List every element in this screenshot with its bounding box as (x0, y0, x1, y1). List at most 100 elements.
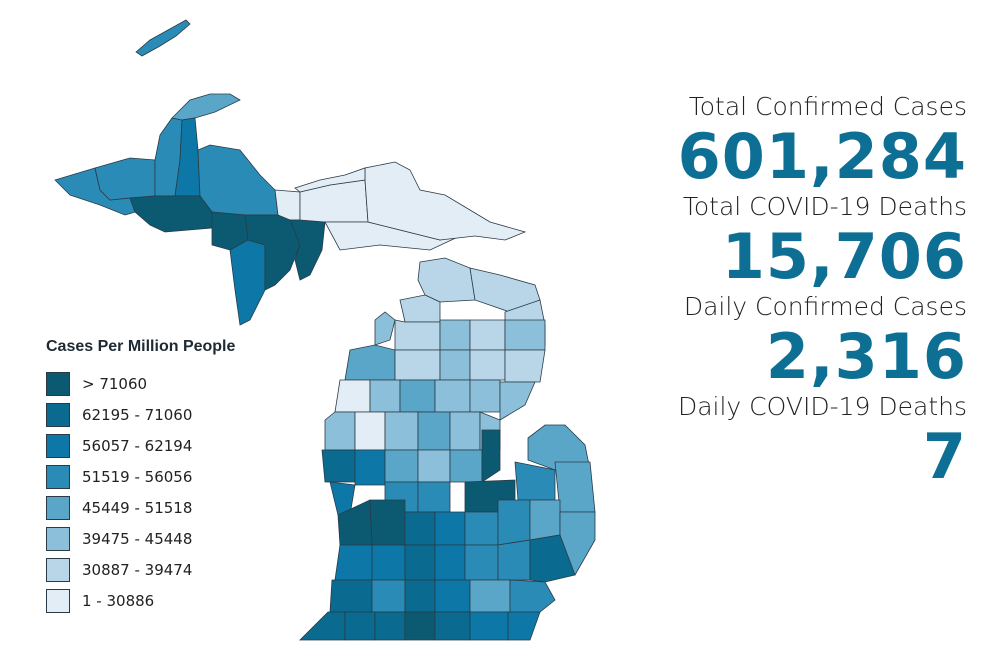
legend-item: > 71060 (46, 368, 235, 399)
county-montmorency (469, 319, 506, 351)
legend-label: 1 - 30886 (82, 591, 155, 610)
legend-label: 39475 - 45448 (82, 529, 193, 548)
legend-swatch (46, 495, 70, 520)
legend-label: > 71060 (82, 374, 148, 393)
county-leelanau (374, 311, 396, 346)
total-deaths-value: 15,706 (721, 220, 967, 293)
county-genesee (497, 499, 531, 546)
county-manistee (334, 379, 371, 413)
county-monroe (507, 611, 541, 641)
county-hillsdale (434, 611, 471, 641)
total-cases-value: 601,284 (677, 120, 967, 193)
county-crawford (439, 349, 471, 381)
county-kalamazoo (371, 579, 406, 613)
county-keweenaw (171, 93, 241, 121)
county-lake (354, 411, 386, 451)
legend-swatch (46, 588, 70, 613)
county-eaton (404, 544, 436, 581)
legend-item: 45449 - 51518 (46, 492, 235, 523)
legend-label: 30887 - 39474 (82, 560, 193, 579)
legend-item: 56057 - 62194 (46, 430, 235, 461)
legend-item: 1 - 30886 (46, 585, 235, 616)
county-jackson (434, 579, 471, 613)
county-sanilac (554, 461, 596, 513)
legend-swatch (46, 371, 70, 396)
county-oakland (497, 539, 531, 581)
legend-items: > 71060 62195 - 71060 56057 - 62194 51519 -… (46, 368, 235, 616)
county-bay (481, 429, 501, 483)
county-clinton (434, 511, 466, 546)
county-cass (344, 611, 376, 641)
county-delta (244, 214, 301, 291)
legend-item: 30887 - 39474 (46, 554, 235, 585)
county-allegan (334, 544, 373, 581)
county-mecosta (384, 449, 419, 483)
legend-item: 51519 - 56056 (46, 461, 235, 492)
county-alpena (504, 319, 546, 351)
legend-swatch (46, 433, 70, 458)
county-ogemaw (469, 379, 501, 413)
county-missaukee (399, 379, 436, 413)
county-gratiot (417, 481, 451, 513)
county-emmet (417, 257, 476, 303)
county-huron (527, 424, 591, 471)
daily-deaths-label: Daily COVID-19 Deaths (677, 392, 967, 421)
county-chippewa (364, 161, 527, 241)
county-macomb (529, 534, 576, 583)
legend-label: 56057 - 62194 (82, 436, 193, 455)
county-oscoda (469, 349, 506, 381)
county-newaygo (354, 449, 386, 486)
stats-panel: Total Confirmed Cases 601,284 Total COVI… (637, 92, 967, 492)
county-ingham (434, 544, 466, 581)
county-wayne (509, 579, 556, 613)
county-benzie (344, 344, 396, 381)
county-kent (369, 499, 406, 546)
legend-label: 51519 - 56056 (82, 467, 193, 486)
county-calhoun (404, 579, 436, 613)
county-st-joseph (374, 611, 406, 641)
county-iron (129, 195, 213, 233)
county-isabella (417, 449, 451, 483)
legend-label: 45449 - 51518 (82, 498, 193, 517)
daily-cases-label: Daily Confirmed Cases (683, 292, 967, 321)
county-iosco (499, 381, 536, 421)
legend-swatch (46, 557, 70, 582)
county-livingston (464, 544, 499, 581)
county-lenawee (469, 611, 509, 641)
county-ontonagon (94, 157, 156, 201)
county-marquette (197, 144, 279, 216)
legend-title: Cases Per Million People (46, 338, 236, 355)
county-barry (371, 544, 406, 581)
legend-swatch (46, 464, 70, 489)
isle-royale (135, 19, 191, 57)
legend-item: 39475 - 45448 (46, 523, 235, 554)
total-cases-label: Total Confirmed Cases (688, 92, 967, 121)
county-shiawassee (464, 511, 499, 546)
county-branch (404, 611, 436, 641)
legend-label: 62195 - 71060 (82, 405, 193, 424)
county-alcona (504, 349, 546, 383)
daily-deaths-value: 7 (922, 420, 967, 493)
county-oceana (321, 449, 356, 483)
legend-item: 62195 - 71060 (46, 399, 235, 430)
legend-swatch (46, 526, 70, 551)
county-alger (274, 189, 301, 221)
county-lapeer (529, 499, 561, 541)
daily-cases-value: 2,316 (765, 320, 967, 393)
county-otsego (439, 319, 471, 351)
county-wexford (369, 379, 401, 413)
county-clare (417, 411, 451, 451)
map-legend: Cases Per Million People > 71060 62195 - … (46, 338, 235, 616)
county-van-buren (329, 579, 373, 613)
county-berrien (299, 611, 346, 641)
county-kalkaska (394, 349, 441, 381)
county-gladwin (449, 411, 481, 451)
county-charlevoix (399, 294, 441, 323)
county-alger-n (294, 167, 366, 193)
county-washtenaw (469, 579, 511, 613)
total-deaths-label: Total COVID-19 Deaths (682, 192, 967, 221)
county-roscommon (434, 379, 471, 413)
county-midland (449, 449, 483, 483)
legend-swatch (46, 402, 70, 427)
